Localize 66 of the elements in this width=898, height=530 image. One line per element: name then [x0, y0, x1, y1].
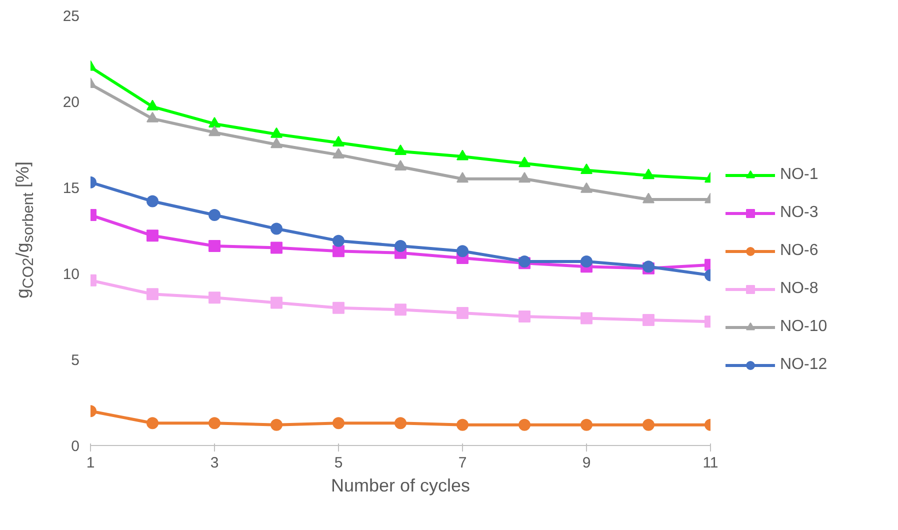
- point: [642, 314, 654, 326]
- point: [208, 417, 220, 430]
- point: [456, 307, 468, 320]
- point: [394, 144, 406, 156]
- point: [332, 302, 344, 314]
- legend-label: NO-8: [780, 280, 818, 298]
- x-tick-label: 1: [86, 454, 95, 472]
- point: [518, 156, 530, 168]
- point: [580, 418, 592, 431]
- point: [518, 172, 530, 183]
- point: [394, 304, 406, 316]
- legend-label: NO-1: [780, 166, 818, 184]
- point: [146, 288, 158, 300]
- point: [642, 192, 654, 204]
- x-tick-label: 3: [210, 454, 219, 472]
- point: [208, 292, 220, 304]
- legend-label: NO-10: [780, 318, 828, 336]
- y-tick-label: 0: [71, 438, 80, 455]
- point: [146, 112, 158, 122]
- point: [270, 138, 282, 148]
- point: [394, 240, 406, 252]
- point: [456, 150, 468, 160]
- x-tick-label: 7: [458, 454, 467, 472]
- point: [146, 100, 158, 110]
- point: [270, 296, 282, 309]
- point: [208, 209, 220, 222]
- point: [394, 160, 406, 171]
- point: [146, 195, 158, 208]
- point: [146, 417, 158, 430]
- x-tick-label: 5: [334, 454, 343, 472]
- point: [580, 182, 592, 193]
- point: [332, 148, 344, 158]
- point: [332, 417, 344, 430]
- point: [394, 417, 406, 430]
- point: [270, 418, 282, 431]
- legend-label: NO-6: [780, 242, 818, 260]
- point: [208, 126, 220, 136]
- y-tick-label: 5: [71, 352, 80, 369]
- point: [518, 310, 530, 322]
- point: [146, 230, 158, 242]
- point: [580, 255, 592, 268]
- point: [642, 168, 654, 180]
- point: [580, 163, 592, 174]
- y-tick-label: 25: [62, 8, 80, 25]
- y-tick-label: 15: [62, 180, 80, 197]
- legend-label: NO-3: [780, 204, 818, 222]
- y-tick-label: 10: [62, 266, 80, 283]
- point: [456, 172, 468, 183]
- point: [642, 418, 654, 431]
- point: [270, 127, 282, 138]
- point: [270, 222, 282, 235]
- x-tick-label: 9: [582, 454, 591, 472]
- point: [332, 136, 344, 146]
- point: [208, 117, 220, 128]
- x-tick-label: 11: [702, 454, 718, 472]
- x-axis-title: Number of cycles: [330, 476, 470, 496]
- point: [456, 245, 468, 258]
- point: [270, 242, 282, 254]
- point: [456, 418, 468, 431]
- point: [332, 245, 344, 258]
- legend-label: NO-12: [780, 356, 828, 374]
- point: [332, 234, 344, 247]
- point: [580, 312, 592, 324]
- point: [208, 240, 220, 252]
- point: [518, 418, 530, 431]
- y-tick-label: 20: [62, 94, 80, 111]
